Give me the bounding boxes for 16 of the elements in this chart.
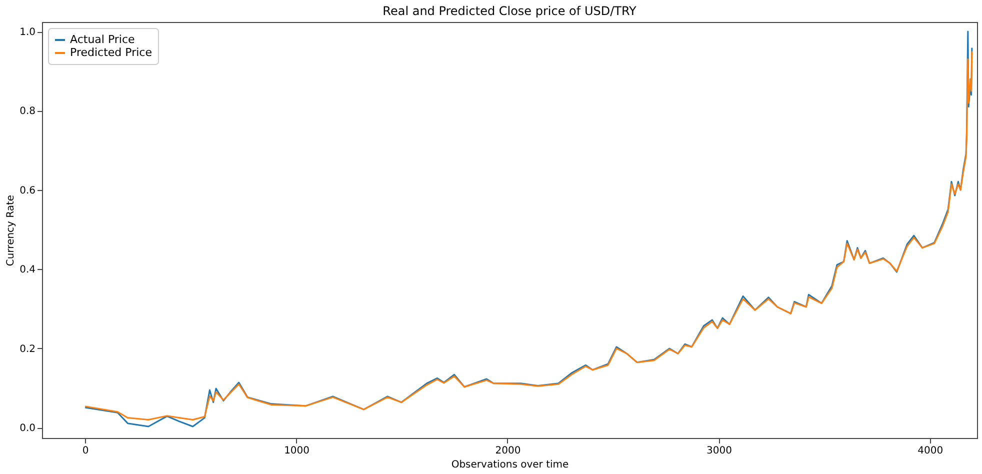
x-axis-title: Observations over time [451, 460, 569, 470]
x-tick-label: 3000 [706, 446, 732, 456]
chart-title: Real and Predicted Close price of USD/TRY [382, 4, 638, 18]
x-tick-label: 2000 [495, 446, 521, 456]
legend-label: Actual Price [70, 33, 136, 46]
y-tick-label: 0.2 [20, 344, 36, 355]
y-axis-title: Currency Rate [6, 194, 17, 266]
y-tick-label: 1.0 [20, 27, 36, 38]
y-tick-label: 0.6 [20, 185, 36, 196]
y-tick-label: 0.4 [20, 264, 36, 276]
x-tick-label: 1000 [284, 446, 310, 456]
x-tick-label: 0 [82, 446, 89, 456]
y-tick-label: 0.8 [20, 106, 36, 118]
legend-label: Predicted Price [70, 46, 152, 59]
y-tick-label: 0.0 [20, 423, 36, 434]
x-tick-label: 4000 [918, 446, 944, 456]
